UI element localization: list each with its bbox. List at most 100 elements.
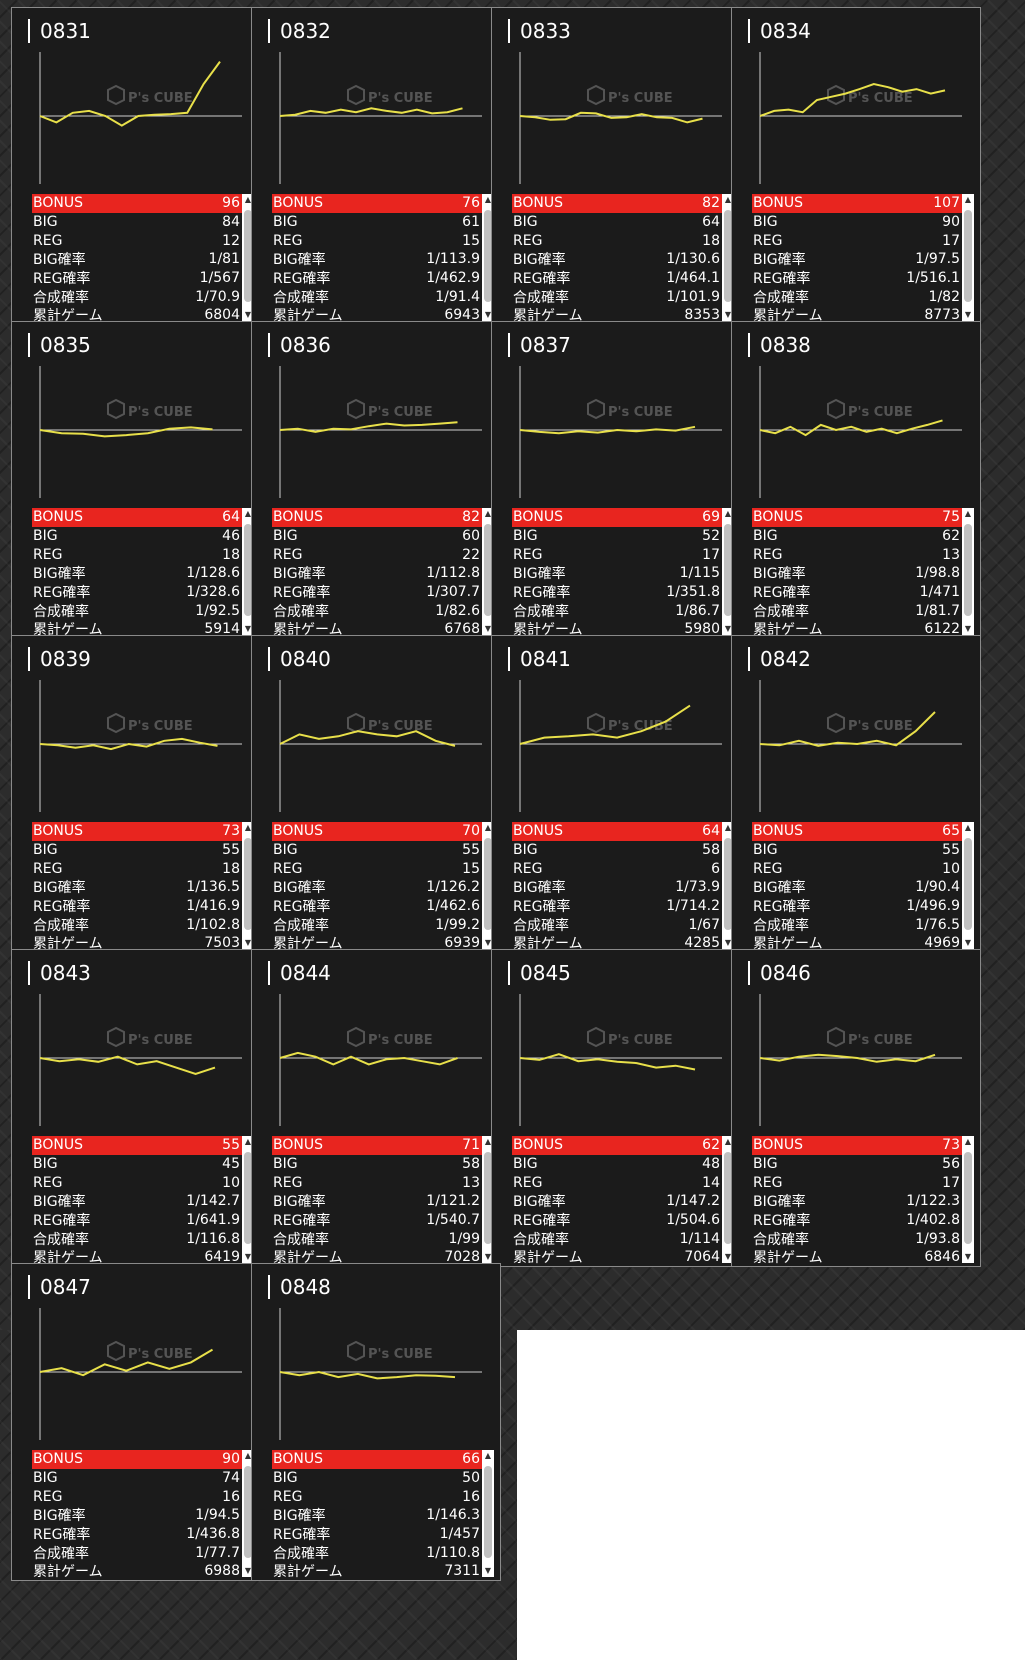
scroll-down-icon[interactable]: ▼ xyxy=(964,310,972,319)
scroll-up-icon[interactable]: ▲ xyxy=(244,1451,252,1460)
scroll-thumb[interactable] xyxy=(964,210,972,302)
scroll-down-icon[interactable]: ▼ xyxy=(244,1566,252,1575)
scroll-down-icon[interactable]: ▼ xyxy=(964,1252,972,1261)
scroll-thumb[interactable] xyxy=(724,210,732,302)
watermark-text: P's CUBE xyxy=(848,91,913,106)
scroll-thumb[interactable] xyxy=(724,524,732,616)
scroll-down-icon[interactable]: ▼ xyxy=(724,624,732,633)
scroll-up-icon[interactable]: ▲ xyxy=(484,509,492,518)
stats-table[interactable]: BONUS 65 BIG 55 REG 10 BIG確率 1/90.4 REG確率 1/4… xyxy=(752,822,962,953)
scroll-down-icon[interactable]: ▼ xyxy=(724,310,732,319)
stats-table[interactable]: BONUS 71 BIG 58 REG 13 BIG確率 1/121.2 REG確率 1/… xyxy=(272,1136,482,1267)
scroll-down-icon[interactable]: ▼ xyxy=(724,1252,732,1261)
stats-table[interactable]: BONUS 82 BIG 64 REG 18 BIG確率 1/130.6 REG確率 1/… xyxy=(512,194,722,325)
scroll-thumb[interactable] xyxy=(484,1152,492,1244)
scroll-down-icon[interactable]: ▼ xyxy=(244,1252,252,1261)
stats-table[interactable]: BONUS 75 BIG 62 REG 13 BIG確率 1/98.8 REG確率 1/4… xyxy=(752,508,962,639)
scrollbar[interactable]: ▲ ▼ xyxy=(962,194,974,321)
stats-table[interactable]: BONUS 70 BIG 55 REG 15 BIG確率 1/126.2 REG確率 1/… xyxy=(272,822,482,953)
machine-card-0834[interactable]: 0834 P's CUBE BONUS 107 BIG 90 REG 17 BIG確率… xyxy=(731,7,981,325)
scroll-up-icon[interactable]: ▲ xyxy=(484,1137,492,1146)
stats-table[interactable]: BONUS 64 BIG 58 REG 6 BIG確率 1/73.9 REG確率 1/71… xyxy=(512,822,722,953)
scroll-thumb[interactable] xyxy=(484,1466,492,1558)
machine-card-0841[interactable]: 0841 P's CUBE BONUS 64 BIG 58 REG 6 BIG確率 1/… xyxy=(491,635,741,953)
scroll-up-icon[interactable]: ▲ xyxy=(244,509,252,518)
machine-card-0843[interactable]: 0843 P's CUBE BONUS 55 BIG 45 REG 10 BIG確率 1… xyxy=(11,949,261,1267)
stats-table[interactable]: BONUS 73 BIG 56 REG 17 BIG確率 1/122.3 REG確率 1/… xyxy=(752,1136,962,1267)
scroll-thumb[interactable] xyxy=(244,838,252,930)
row-reg-rate: REG確率 1/416.9 xyxy=(33,898,240,916)
scroll-up-icon[interactable]: ▲ xyxy=(724,823,732,832)
scroll-thumb[interactable] xyxy=(484,838,492,930)
scrollbar[interactable]: ▲ ▼ xyxy=(962,822,974,949)
machine-card-0835[interactable]: 0835 P's CUBE BONUS 64 BIG 46 REG 18 BIG確率 1… xyxy=(11,321,261,639)
scroll-thumb[interactable] xyxy=(724,1152,732,1244)
machine-card-0832[interactable]: 0832 P's CUBE BONUS 76 BIG 61 REG 15 BIG確率 1… xyxy=(251,7,501,325)
scroll-thumb[interactable] xyxy=(964,524,972,616)
scroll-up-icon[interactable]: ▲ xyxy=(964,823,972,832)
scroll-thumb[interactable] xyxy=(964,838,972,930)
machine-card-0838[interactable]: 0838 P's CUBE BONUS 75 BIG 62 REG 13 BIG確率 1… xyxy=(731,321,981,639)
scrollbar[interactable]: ▲ ▼ xyxy=(962,1136,974,1263)
machine-card-0833[interactable]: 0833 P's CUBE BONUS 82 BIG 64 REG 18 BIG確率 1… xyxy=(491,7,741,325)
scroll-thumb[interactable] xyxy=(484,210,492,302)
scroll-up-icon[interactable]: ▲ xyxy=(964,195,972,204)
scroll-down-icon[interactable]: ▼ xyxy=(244,310,252,319)
stats-table[interactable]: BONUS 82 BIG 60 REG 22 BIG確率 1/112.8 REG確率 1/… xyxy=(272,508,482,639)
scroll-up-icon[interactable]: ▲ xyxy=(484,1451,492,1460)
machine-card-0847[interactable]: 0847 P's CUBE BONUS 90 BIG 74 REG 16 BIG確率 1… xyxy=(11,1263,261,1581)
scroll-up-icon[interactable]: ▲ xyxy=(484,823,492,832)
row-big: BIG 55 xyxy=(273,842,480,859)
scrollbar[interactable]: ▲ ▼ xyxy=(962,508,974,635)
scroll-down-icon[interactable]: ▼ xyxy=(724,938,732,947)
scroll-thumb[interactable] xyxy=(244,524,252,616)
scroll-down-icon[interactable]: ▼ xyxy=(244,624,252,633)
scroll-down-icon[interactable]: ▼ xyxy=(964,938,972,947)
scroll-thumb[interactable] xyxy=(244,1152,252,1244)
scroll-thumb[interactable] xyxy=(244,210,252,302)
machine-card-0836[interactable]: 0836 P's CUBE BONUS 82 BIG 60 REG 22 BIG確率 1… xyxy=(251,321,501,639)
machine-card-0839[interactable]: 0839 P's CUBE BONUS 73 BIG 55 REG 18 BIG確率 1… xyxy=(11,635,261,953)
stats-table[interactable]: BONUS 64 BIG 46 REG 18 BIG確率 1/128.6 REG確率 1/… xyxy=(32,508,242,639)
scroll-thumb[interactable] xyxy=(964,1152,972,1244)
stats-table[interactable]: BONUS 69 BIG 52 REG 17 BIG確率 1/115 REG確率 1/35… xyxy=(512,508,722,639)
row-big-rate: BIG確率 1/112.8 xyxy=(273,565,480,583)
scroll-up-icon[interactable]: ▲ xyxy=(244,195,252,204)
stats-table[interactable]: BONUS 76 BIG 61 REG 15 BIG確率 1/113.9 REG確率 1/… xyxy=(272,194,482,325)
scroll-down-icon[interactable]: ▼ xyxy=(484,310,492,319)
machine-card-0840[interactable]: 0840 P's CUBE BONUS 70 BIG 55 REG 15 BIG確率 1… xyxy=(251,635,501,953)
scroll-down-icon[interactable]: ▼ xyxy=(484,624,492,633)
scroll-down-icon[interactable]: ▼ xyxy=(244,938,252,947)
scroll-up-icon[interactable]: ▲ xyxy=(724,195,732,204)
machine-card-0837[interactable]: 0837 P's CUBE BONUS 69 BIG 52 REG 17 BIG確率 1… xyxy=(491,321,741,639)
scroll-up-icon[interactable]: ▲ xyxy=(724,1137,732,1146)
scroll-down-icon[interactable]: ▼ xyxy=(484,1252,492,1261)
scroll-down-icon[interactable]: ▼ xyxy=(964,624,972,633)
scroll-up-icon[interactable]: ▲ xyxy=(964,509,972,518)
machine-card-0844[interactable]: 0844 P's CUBE BONUS 71 BIG 58 REG 13 BIG確率 1… xyxy=(251,949,501,1267)
scrollbar[interactable]: ▲ ▼ xyxy=(482,1450,494,1577)
stats-table[interactable]: BONUS 96 BIG 84 REG 12 BIG確率 1/81 REG確率 1/567… xyxy=(32,194,242,325)
machine-card-0848[interactable]: 0848 P's CUBE BONUS 66 BIG 50 REG 16 BIG確率 1… xyxy=(251,1263,501,1581)
stats-table[interactable]: BONUS 55 BIG 45 REG 10 BIG確率 1/142.7 REG確率 1/… xyxy=(32,1136,242,1267)
stats-table[interactable]: BONUS 107 BIG 90 REG 17 BIG確率 1/97.5 REG確率 1/… xyxy=(752,194,962,325)
scroll-up-icon[interactable]: ▲ xyxy=(724,509,732,518)
scroll-thumb[interactable] xyxy=(484,524,492,616)
scroll-up-icon[interactable]: ▲ xyxy=(964,1137,972,1146)
machine-card-0831[interactable]: 0831 P's CUBE BONUS 96 BIG 84 REG 12 BIG確率 1… xyxy=(11,7,261,325)
scroll-down-icon[interactable]: ▼ xyxy=(484,938,492,947)
scroll-thumb[interactable] xyxy=(724,838,732,930)
scroll-up-icon[interactable]: ▲ xyxy=(244,823,252,832)
machine-card-0842[interactable]: 0842 P's CUBE BONUS 65 BIG 55 REG 10 BIG確率 1… xyxy=(731,635,981,953)
scroll-up-icon[interactable]: ▲ xyxy=(484,195,492,204)
trend-chart: P's CUBE xyxy=(519,52,722,184)
machine-card-0845[interactable]: 0845 P's CUBE BONUS 62 BIG 48 REG 14 BIG確率 1… xyxy=(491,949,741,1267)
stats-table[interactable]: BONUS 66 BIG 50 REG 16 BIG確率 1/146.3 REG確率 1/… xyxy=(272,1450,482,1581)
machine-card-0846[interactable]: 0846 P's CUBE BONUS 73 BIG 56 REG 17 BIG確率 1… xyxy=(731,949,981,1267)
scroll-down-icon[interactable]: ▼ xyxy=(484,1566,492,1575)
stats-table[interactable]: BONUS 73 BIG 55 REG 18 BIG確率 1/136.5 REG確率 1/… xyxy=(32,822,242,953)
stats-table[interactable]: BONUS 90 BIG 74 REG 16 BIG確率 1/94.5 REG確率 1/4… xyxy=(32,1450,242,1581)
stats-table[interactable]: BONUS 62 BIG 48 REG 14 BIG確率 1/147.2 REG確率 1/… xyxy=(512,1136,722,1267)
scroll-thumb[interactable] xyxy=(244,1466,252,1558)
scroll-up-icon[interactable]: ▲ xyxy=(244,1137,252,1146)
